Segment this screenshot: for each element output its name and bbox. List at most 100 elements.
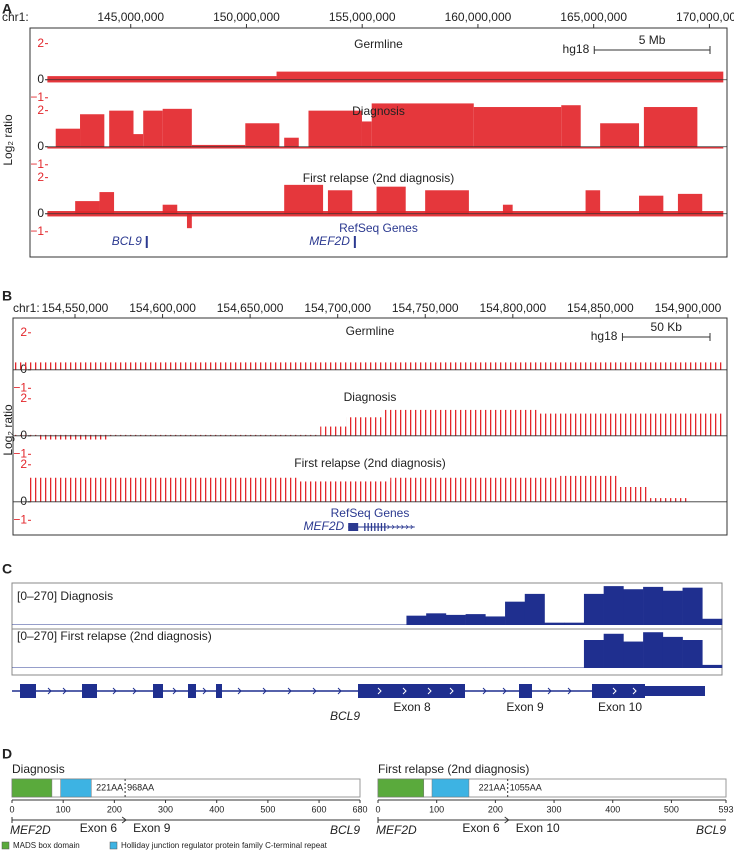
gene-arrow — [391, 524, 395, 530]
coverage-bar — [406, 615, 427, 625]
y-tick-label: −1 — [30, 224, 44, 238]
ratio-segment — [276, 71, 724, 80]
ratio-segment — [39, 435, 111, 440]
ratio-segment — [327, 190, 353, 214]
genes-track-label: RefSeq Genes — [331, 506, 410, 520]
ratio-segment — [80, 114, 105, 147]
coverage-bar — [465, 614, 486, 625]
ratio-segment — [308, 110, 362, 147]
fusion-arrow — [377, 816, 726, 824]
left-exon: Exon 6 — [80, 821, 118, 835]
left-gene: MEF2D — [376, 823, 417, 837]
coverage-bar — [662, 636, 683, 668]
ratio-segment — [299, 481, 391, 502]
y-axis-label: Log₂ ratio — [1, 114, 15, 166]
panel-frame — [29, 27, 728, 258]
coverage-bar — [524, 593, 545, 625]
gene-exon — [188, 684, 196, 698]
x-tick-label: 100 — [429, 804, 444, 814]
x-tick-label: 500 — [260, 804, 275, 814]
gene-label: MEF2D — [304, 519, 345, 533]
track-label: Diagnosis — [352, 104, 405, 118]
legend-swatch — [109, 841, 118, 850]
gene-arrow — [112, 687, 117, 695]
y-tick-label: 2 — [37, 103, 44, 117]
ratio-segment — [371, 103, 474, 147]
coverage-bar — [643, 632, 664, 668]
genome-build: hg18 — [563, 42, 590, 56]
y-tick-label: 2 — [20, 325, 27, 339]
scale-bar-label: 50 Kb — [651, 320, 683, 334]
ratio-segment — [245, 123, 280, 147]
gene-exon — [348, 523, 359, 531]
y-tick-label: 0 — [20, 494, 27, 508]
x-tick-label: 154,800,000 — [479, 301, 546, 315]
coverage-bar — [682, 587, 703, 625]
coverage-bar — [505, 601, 526, 625]
ratio-segment — [643, 107, 698, 147]
panel-letter: D — [2, 746, 12, 762]
coverage-bar — [485, 616, 506, 625]
x-tick-label: 400 — [605, 804, 620, 814]
ratio-segment — [649, 498, 690, 502]
gene-arrow — [402, 687, 407, 695]
y-tick-label: −1 — [30, 157, 44, 171]
gene-exon — [20, 684, 36, 698]
ratio-segment — [639, 195, 664, 214]
gene-arrow — [405, 524, 409, 530]
x-tick-label: 300 — [158, 804, 173, 814]
gene-arrow — [567, 687, 572, 695]
ratio-segment — [75, 201, 100, 214]
right-gene: BCL9 — [696, 823, 726, 837]
ratio-segment — [390, 477, 561, 502]
coverage-bar — [702, 618, 723, 625]
ratio-segment — [47, 79, 724, 83]
protein-body — [377, 778, 727, 798]
legend-label: MADS box domain — [13, 841, 80, 850]
ratio-segment — [13, 362, 725, 370]
x-tick-label: 0 — [375, 804, 380, 814]
x-tick-label: 154,600,000 — [129, 301, 196, 315]
x-tick-label: 154,550,000 — [42, 301, 109, 315]
ratio-segment — [425, 190, 469, 214]
ratio-segment — [47, 213, 724, 217]
junction-label: 221AA — [96, 782, 123, 792]
ratio-segment — [162, 108, 192, 147]
exon-label: Exon 9 — [506, 700, 544, 714]
ratio-segment — [13, 434, 321, 436]
gene-arrow — [396, 524, 400, 530]
y-tick-label: 2 — [37, 170, 44, 184]
coverage-bar — [564, 622, 585, 625]
right-exon: Exon 10 — [516, 821, 560, 835]
ratio-segment — [99, 192, 115, 214]
gene-arrow — [612, 687, 617, 695]
gene-arrow — [387, 524, 390, 530]
partner-position: 968AA — [127, 782, 154, 792]
ratio-segment — [361, 121, 372, 147]
x-tick-label: 593 — [718, 804, 733, 814]
y-tick-label: 0 — [37, 139, 44, 153]
ratio-segment — [29, 477, 300, 502]
x-tick-label: 154,750,000 — [392, 301, 459, 315]
coverage-bar — [702, 664, 723, 668]
gene-arrow — [482, 687, 487, 695]
coverage-bar — [426, 613, 447, 625]
scale-bar — [593, 46, 711, 54]
coverage-bar — [662, 590, 683, 625]
left-gene: MEF2D — [10, 823, 51, 837]
gene-arrow — [449, 687, 454, 695]
track-label: Germline — [354, 37, 403, 51]
coverage-bar — [603, 633, 624, 668]
ratio-segment — [585, 190, 601, 214]
scale-bar-label: 5 Mb — [639, 33, 666, 47]
coverage-bar — [583, 640, 604, 668]
gene-arrow — [632, 687, 637, 695]
ratio-segment — [109, 110, 134, 147]
gene-arrow — [401, 524, 404, 530]
gene-exon — [519, 684, 532, 698]
ratio-segment — [47, 146, 724, 149]
coverage-bar — [643, 586, 664, 625]
gene-arrow — [62, 687, 67, 695]
protein-domain — [11, 778, 53, 798]
panel-letter: A — [2, 1, 12, 17]
